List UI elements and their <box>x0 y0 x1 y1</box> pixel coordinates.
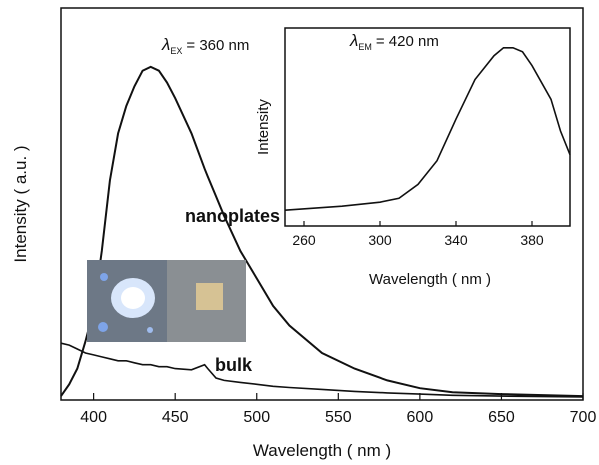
annotation-subscript: EM <box>358 42 372 52</box>
annotation-subscript: EX <box>170 46 182 56</box>
y-axis-label: Intensity <box>255 99 272 155</box>
x-tick-label: 380 <box>520 232 544 248</box>
annotation-symbol: λ <box>161 35 170 54</box>
x-tick-label: 700 <box>570 409 597 426</box>
blue-sample-core <box>121 287 145 309</box>
x-tick-label: 600 <box>407 409 434 426</box>
x-tick-label: 400 <box>80 409 107 426</box>
x-tick-label: 450 <box>162 409 189 426</box>
x-tick-label: 340 <box>444 232 468 248</box>
blue-speck <box>98 322 108 332</box>
blue-speck <box>147 327 153 333</box>
x-tick-label: 650 <box>488 409 515 426</box>
annotation-text: = 360 nm <box>186 37 249 54</box>
figure: 400 450 500 550 600 650 700 Wavelength ( nm ) In… <box>0 0 599 465</box>
annotation-symbol: λ <box>349 31 358 50</box>
photo-inset <box>87 260 246 342</box>
x-tick-label: 300 <box>368 232 392 248</box>
bulk-sample <box>196 283 223 310</box>
x-axis-label: Wavelength ( nm ) <box>253 441 391 460</box>
series-label: nanoplates <box>185 206 280 226</box>
blue-speck <box>100 273 108 281</box>
x-tick-label: 550 <box>325 409 352 426</box>
annotation: λEX = 360 nm <box>161 35 249 56</box>
x-tick-label: 260 <box>292 232 316 248</box>
annotation-text: = 420 nm <box>376 33 439 50</box>
x-axis-label: Wavelength ( nm ) <box>369 271 491 288</box>
x-tick-label: 500 <box>243 409 270 426</box>
y-axis-label: Intensity ( a.u. ) <box>11 145 30 262</box>
data-line <box>61 343 583 397</box>
series-label: bulk <box>215 355 253 375</box>
